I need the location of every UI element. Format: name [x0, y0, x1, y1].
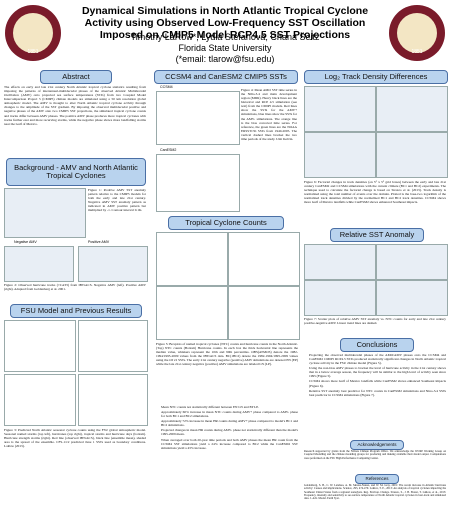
figure-3b: [78, 320, 148, 372]
figure-1: [4, 188, 86, 238]
figure-5c: [156, 286, 228, 340]
section-heading: Log₂ Track Density Differences: [304, 70, 448, 84]
email: (*email: tlarow@fsu.edu): [175, 54, 275, 64]
figure-caption: Figure 3: Predicted North Atlantic seaso…: [4, 428, 146, 449]
figure-3c: [4, 374, 76, 426]
figure-6b: [376, 86, 448, 132]
figure-3d: [78, 374, 148, 426]
seal-year: 1851: [27, 49, 38, 55]
figure-3a: [4, 320, 76, 372]
affiliation: Florida State University: [178, 43, 272, 53]
figure-caption: Figure 7: Scatter plots of relative AMV …: [304, 317, 446, 326]
bullet: CCSM4 shows more Gulf of Mexico landfall…: [309, 379, 446, 387]
panel-label: CCSM4: [160, 85, 173, 89]
figure-7a: [304, 244, 376, 280]
bullets: Projecting the observed multidecadal pha…: [304, 353, 446, 397]
title: Dynamical Simulations in North Atlantic …: [81, 5, 369, 42]
figure-caption: Figure 1: Positive AMV SST anomaly patte…: [88, 188, 146, 213]
figure-caption: Figure 6: Factorial changes in track den…: [304, 180, 446, 205]
figure-5b: [228, 232, 300, 286]
acknowledgements-text: Research supported by grants from the NO…: [304, 450, 446, 460]
figure-caption: Figure 4: Mean AMO SST time series in th…: [241, 88, 297, 141]
bullet: Relative SST anomaly best predictor for …: [309, 389, 446, 397]
figure-6a: [304, 86, 376, 132]
panel-label: Positive AMV: [88, 240, 110, 244]
bullet-list: Projecting the observed multidecadal pha…: [304, 353, 446, 437]
bullet: Approximately 72% increase in mean HR co…: [161, 419, 298, 427]
figure-4b: [156, 154, 240, 212]
bullet: Using the non-bias AMV phases to bracket…: [309, 366, 446, 378]
seal-year: 1851: [411, 49, 422, 55]
section-heading: Acknowledgements: [350, 440, 404, 450]
bullet: When averaged over both 20-year time per…: [161, 438, 298, 450]
figure-caption: Figure 5: Boxplots of named tropical cyc…: [156, 342, 298, 367]
section-heading: References: [355, 474, 399, 484]
figure-2-right: [78, 246, 148, 282]
figure-5d: [228, 286, 300, 340]
bullet-list: Mean NTC counts not statistically differ…: [156, 405, 298, 511]
figure-5a: [156, 232, 228, 286]
figure-6c: [304, 132, 376, 178]
section-heading: Relative SST Anomaly: [330, 228, 424, 242]
section-heading: FSU Model and Previous Results: [10, 304, 142, 318]
abstract-text: The effects on early and late 21st centu…: [4, 85, 146, 126]
references-text: Goldenberg, S. B., C. W. Landsea, A. M. …: [304, 484, 446, 501]
section-heading: Conclusions: [340, 338, 414, 352]
section-heading: Abstract: [40, 70, 112, 84]
figure-6d: [376, 132, 448, 178]
bullet: Projected changes in mean HR counts duri…: [161, 428, 298, 436]
section-heading: Tropical Cyclone Counts: [168, 216, 284, 230]
left-seal: 1851: [5, 5, 61, 61]
figure-7b: [376, 244, 448, 280]
figure-4a: [156, 91, 240, 145]
figure-2-left: [4, 246, 74, 282]
bullet: Mean NTC counts not statistically differ…: [161, 405, 298, 409]
panel-label: CanESM2: [160, 148, 177, 152]
section-heading: CCSM4 and CanESM2 CMIP5 SSTs: [154, 70, 298, 84]
bullets: Mean NTC counts not statistically differ…: [156, 405, 298, 450]
figure-caption: Figure 2: Observed hurricane tracks (>CA…: [4, 283, 146, 292]
bullet: Approximately 60% increase in mean NTC c…: [161, 410, 298, 418]
figure-7c: [304, 280, 376, 316]
section-heading: Background - AMV and North Atlantic Trop…: [6, 158, 146, 186]
figure-7d: [376, 280, 448, 316]
header: [0, 0, 450, 66]
right-seal: 1851: [389, 5, 445, 61]
bullet: Projecting the observed multidecadal pha…: [309, 353, 446, 365]
authors: Timothy LaRow*, Lydia Stefanova, Chana S…: [130, 32, 320, 42]
panel-label: Negative AMV: [14, 240, 37, 244]
